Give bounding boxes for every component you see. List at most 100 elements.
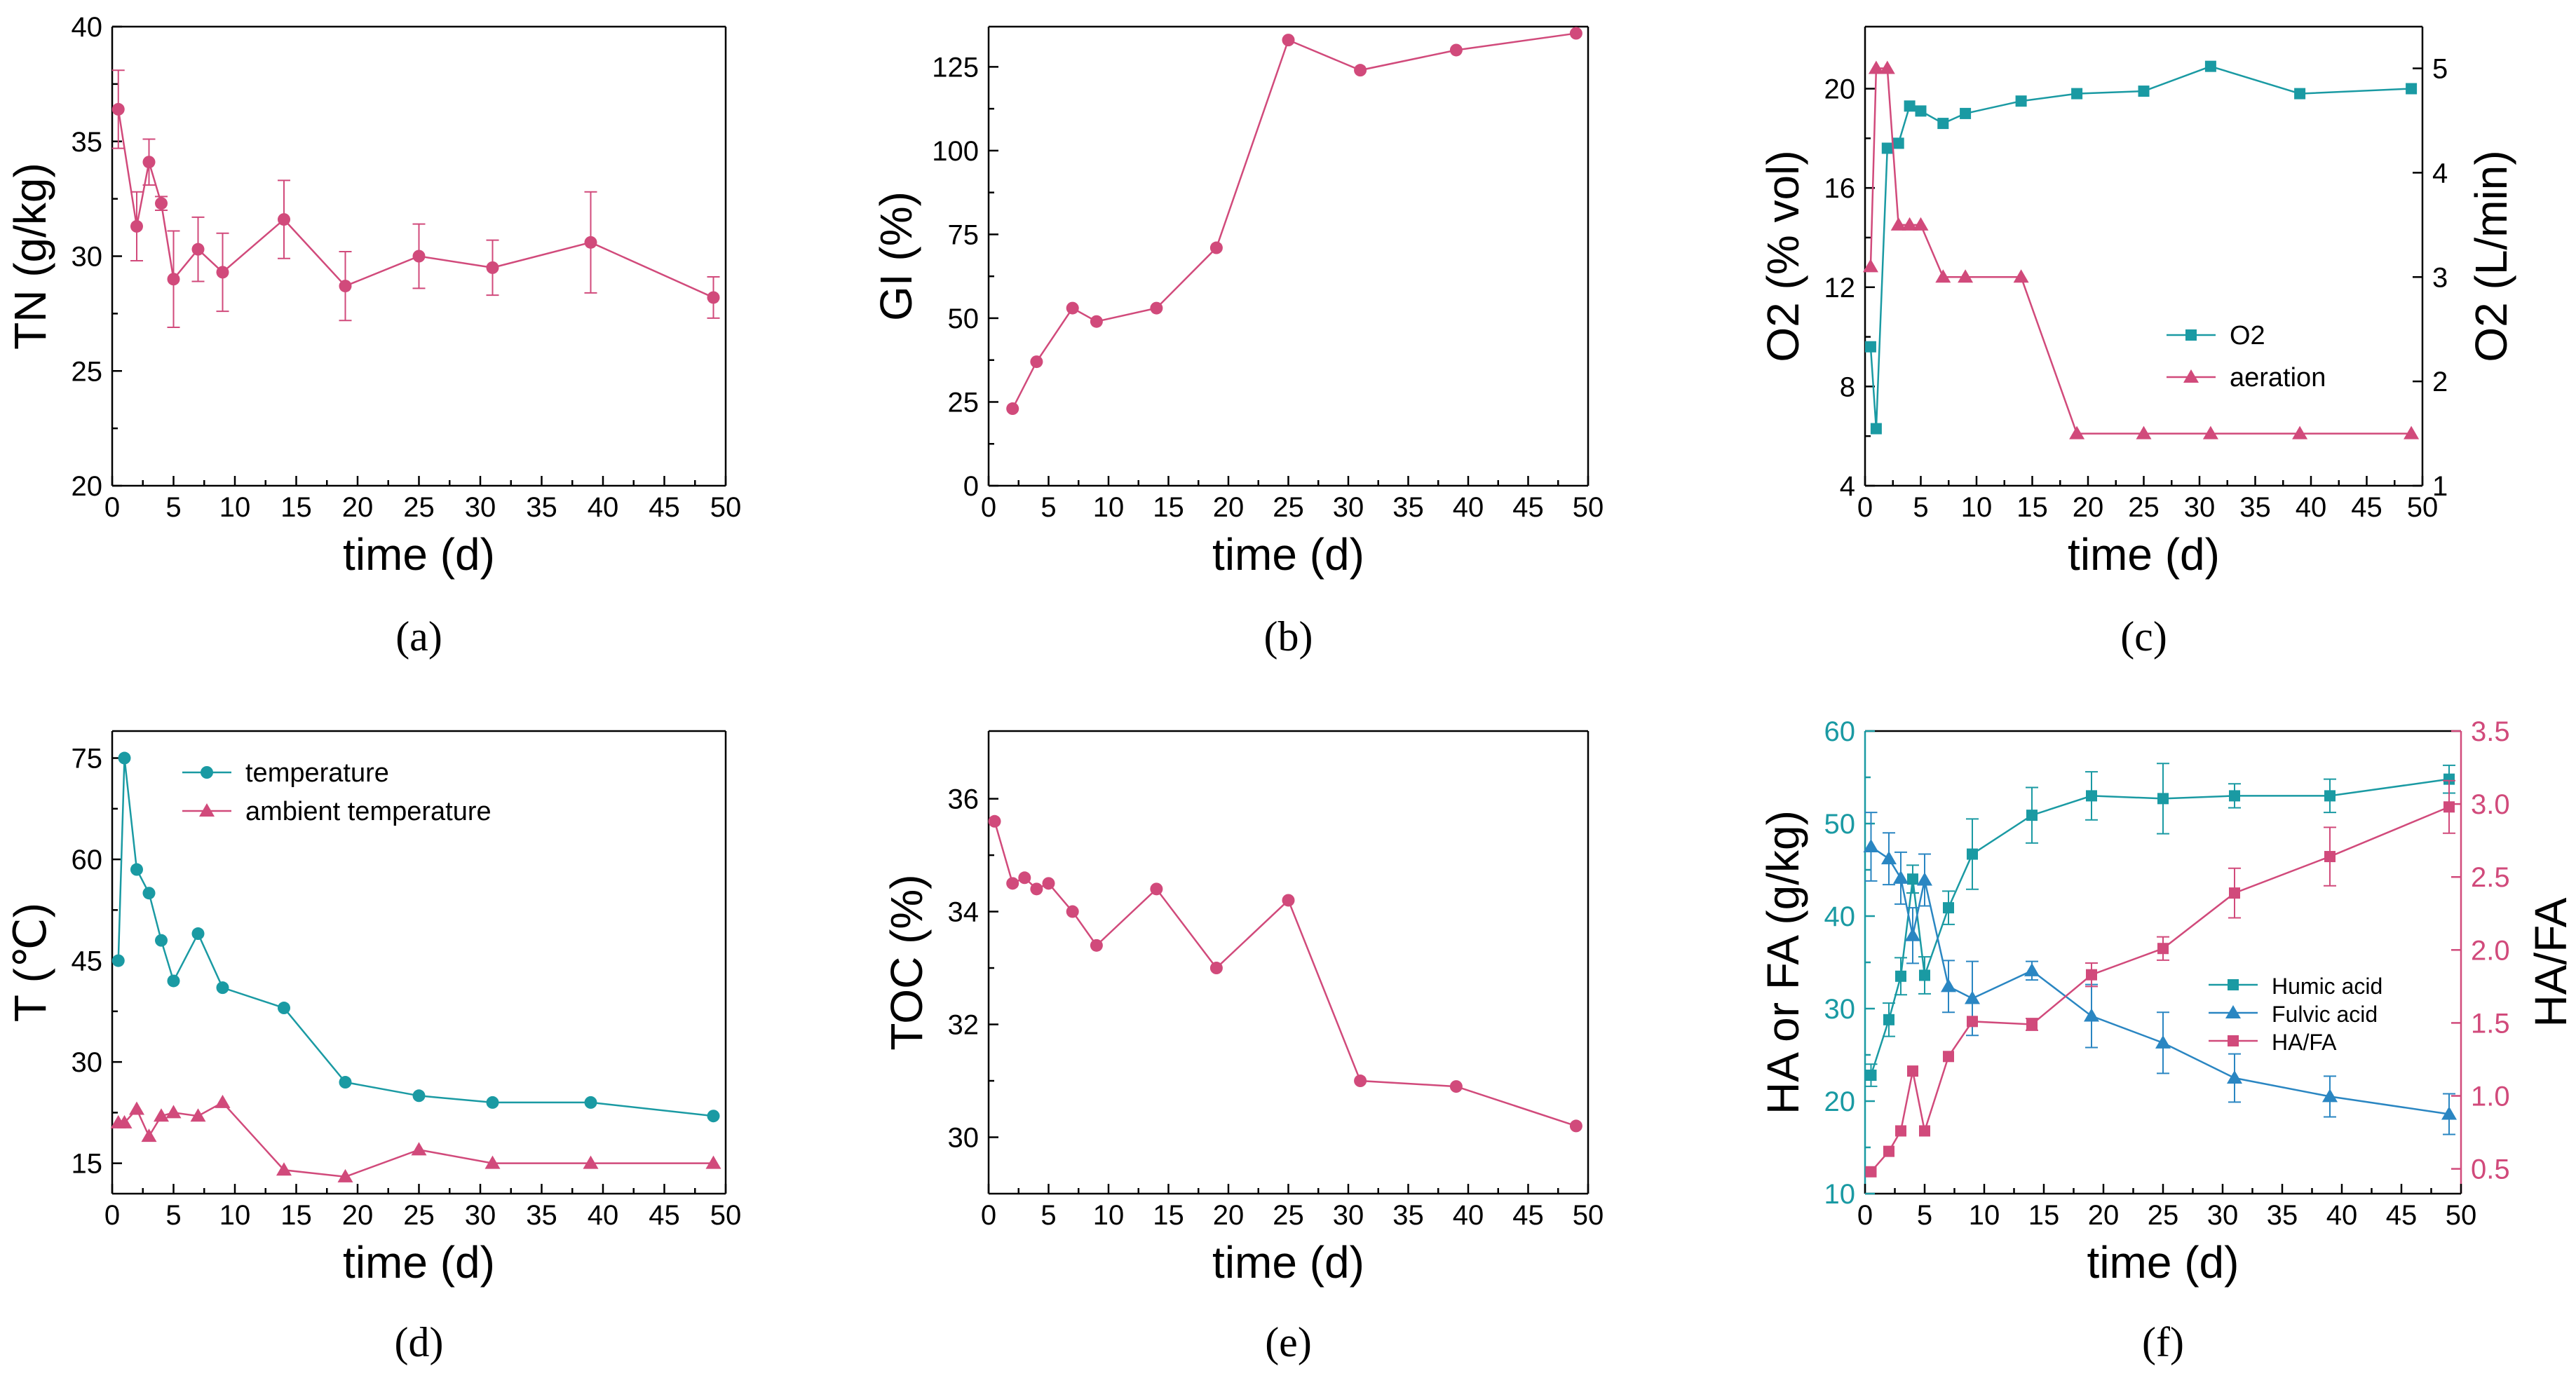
data-point <box>1863 839 1879 852</box>
data-point <box>155 197 168 210</box>
data-point <box>276 1162 292 1176</box>
data-point <box>1937 118 1949 130</box>
series-line <box>1869 67 2412 435</box>
x-tick-label: 45 <box>649 492 680 523</box>
x-tick-label: 20 <box>342 492 374 523</box>
data-point <box>190 1108 206 1122</box>
data-point <box>1958 269 1974 283</box>
x-tick-label: 15 <box>2016 492 2048 523</box>
data-point <box>2324 851 2336 863</box>
x-tick-label: 30 <box>465 1200 496 1231</box>
y-right-tick-label: 4 <box>2432 158 2448 189</box>
data-point <box>2013 269 2029 283</box>
legend-label: ambient temperature <box>245 797 492 826</box>
data-point <box>278 1002 290 1015</box>
x-tick-label: 15 <box>280 1200 312 1231</box>
data-point <box>339 1076 352 1089</box>
data-point <box>988 814 1001 828</box>
data-point <box>1967 848 1978 860</box>
data-point <box>1865 1166 1877 1178</box>
y-axis-title: O2 (% vol) <box>1758 150 1808 362</box>
y-right-tick-label: 1.0 <box>2471 1082 2510 1112</box>
x-tick-label: 45 <box>1512 1200 1544 1231</box>
data-point <box>583 1155 599 1169</box>
x-axis-title: time (d) <box>1212 529 1364 580</box>
data-point <box>1209 241 1223 254</box>
data-point <box>1018 871 1031 885</box>
data-point <box>1967 1016 1978 1028</box>
x-axis-title: time (d) <box>343 529 495 580</box>
data-point <box>2443 773 2455 785</box>
y-tick-label: 125 <box>932 52 979 83</box>
x-tick-label: 50 <box>2446 1200 2477 1231</box>
x-tick-label: 15 <box>1153 492 1184 523</box>
data-point <box>2441 1106 2457 1120</box>
legend-marker <box>2225 1005 2241 1018</box>
y-axis-title: TN (g/kg) <box>5 163 55 350</box>
series-humic-acid <box>1864 763 2455 1087</box>
data-point <box>1902 217 1918 231</box>
data-point <box>142 156 156 169</box>
y-tick-label: 0 <box>963 471 979 502</box>
x-tick-label: 5 <box>1040 1200 1056 1231</box>
x-tick-label: 20 <box>1213 492 1245 523</box>
data-point <box>167 273 180 286</box>
series-o2 <box>1864 60 2418 435</box>
data-point <box>1960 107 1972 119</box>
data-point <box>1895 1125 1906 1137</box>
x-tick-label: 0 <box>981 492 996 523</box>
data-point <box>1030 355 1043 369</box>
y-right-tick-label: 0.5 <box>2471 1154 2510 1185</box>
x-tick-label: 25 <box>403 1200 435 1231</box>
data-point <box>165 1105 182 1119</box>
data-point <box>1919 1125 1930 1137</box>
y-right-tick-label: 1.5 <box>2471 1008 2510 1039</box>
y-axis-title: T (℃) <box>5 903 55 1022</box>
data-point <box>1883 1145 1894 1157</box>
data-point <box>2086 969 2097 981</box>
data-point <box>584 1096 597 1109</box>
data-point <box>2086 790 2097 802</box>
x-tick-label: 40 <box>588 1200 619 1231</box>
data-point <box>215 1094 231 1108</box>
data-point <box>2155 1035 2171 1049</box>
data-point <box>484 1155 501 1169</box>
data-point <box>154 1108 169 1122</box>
data-point <box>1006 402 1019 416</box>
data-point <box>1282 894 1295 907</box>
y-tick-label: 45 <box>72 946 103 977</box>
y-tick-label: 30 <box>72 1047 103 1078</box>
panel-f: 0 5 10 15 20 25 30 35 40 45 50 10 20 30 40 50 60 0.5 1.0 1.… <box>1758 716 2576 1365</box>
y-tick-label: 25 <box>948 387 979 418</box>
data-point <box>1915 105 1927 117</box>
x-tick-label: 0 <box>1857 492 1873 523</box>
x-tick-label: 50 <box>710 1200 742 1231</box>
panel-caption: (f) <box>2142 1319 2184 1365</box>
x-tick-label: 35 <box>1392 1200 1424 1231</box>
series-ambient-temperature <box>110 1094 721 1182</box>
data-point <box>1066 905 1079 918</box>
data-point <box>1904 100 1916 112</box>
series-line <box>994 821 1577 1127</box>
x-tick-label: 0 <box>1857 1200 1873 1231</box>
legend-label: HA/FA <box>2272 1030 2337 1055</box>
x-tick-label: 35 <box>2267 1200 2298 1231</box>
data-point <box>412 250 426 263</box>
data-point <box>1449 43 1463 57</box>
x-tick-label: 30 <box>1333 492 1364 523</box>
y-tick-label: 12 <box>1824 273 1856 303</box>
y-right-tick-label: 3 <box>2432 262 2448 293</box>
y-tick-label: 20 <box>72 471 103 502</box>
x-tick-label: 40 <box>1453 1200 1484 1231</box>
legend-marker <box>2228 979 2239 990</box>
data-point <box>584 236 597 249</box>
panel-caption: (b) <box>1264 613 1313 660</box>
data-point <box>111 102 125 116</box>
data-point <box>2138 86 2150 97</box>
data-point <box>1907 873 1918 885</box>
data-point <box>2157 943 2169 955</box>
data-point <box>1919 969 1930 981</box>
x-tick-label: 5 <box>1913 492 1928 523</box>
x-tick-label: 25 <box>2148 1200 2179 1231</box>
series-temperature <box>111 751 720 1123</box>
